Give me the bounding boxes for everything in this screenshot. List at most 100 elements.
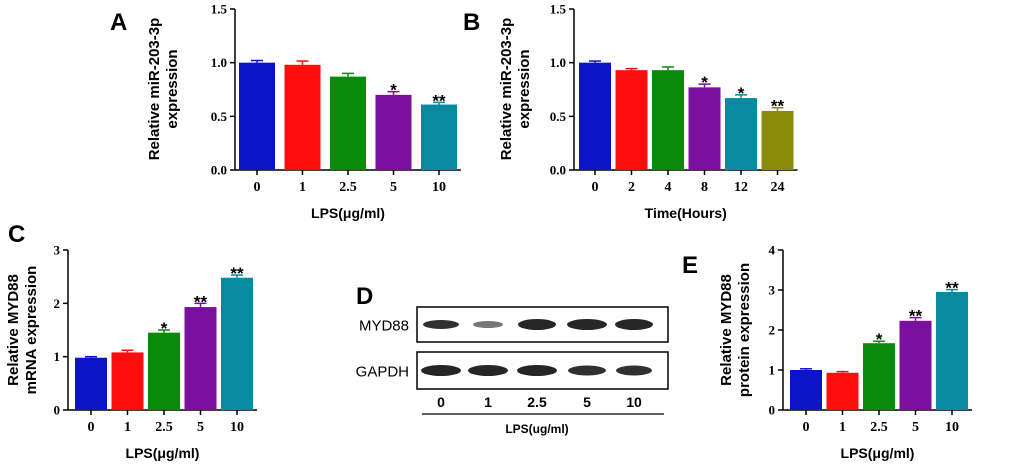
x-tick-label: 8 [701,180,708,195]
bar-2.5 [863,343,895,410]
blot-lane-label: 10 [626,394,642,410]
significance-mark: ** [230,264,244,283]
x-tick-label: 0 [592,180,599,195]
significance-mark: ** [194,292,208,311]
significance-mark: * [390,81,397,100]
panel-label: C [8,221,25,248]
blot-panel-d: D MYD88 GAPDH 0 1 2.5 5 10 LPS(ug/ml) [356,283,669,436]
blot-x-label: LPS(ug/ml) [505,422,568,436]
y-tick-label: 0.5 [211,109,228,124]
y-tick-label: 1 [769,363,776,378]
significance-mark: ** [771,97,785,116]
y-tick-label: 4 [769,243,776,258]
y-tick-label: 3 [769,283,776,298]
x-tick-label: 0 [803,420,810,435]
bar-5 [375,94,412,170]
y-tick-label: 1.5 [550,2,567,17]
x-tick-label: 10 [945,420,959,435]
x-tick-label: 2 [628,180,635,195]
bar-5 [184,307,217,410]
x-tick-label: 2.5 [870,420,888,435]
y-tick-label: 0 [54,403,61,418]
bar-0 [579,62,611,170]
y-tick-label: 1.5 [211,2,228,17]
y-tick-label: 0.0 [211,163,227,178]
blot-lane-label: 1 [484,394,492,410]
y-axis-label: Relative miR-203-3pexpression [146,18,181,161]
y-tick-label: 3 [54,243,61,258]
x-tick-label: 0 [254,180,261,195]
bar-10 [936,292,968,410]
bar-1 [111,352,144,410]
y-tick-label: 0.5 [550,109,567,124]
bar-2.5 [148,332,180,410]
y-axis-label-line: expression [516,49,533,128]
blot-band [615,319,653,330]
bar-0 [239,62,275,170]
panel-label: B [463,9,480,36]
blot-band [518,319,556,330]
bar-1 [284,64,321,170]
y-tick-label: 2 [769,323,776,338]
y-tick-label: 2 [54,296,61,311]
bar-10 [221,277,253,410]
x-axis-label: LPS(μg/ml) [311,205,385,221]
y-axis-label-line: protein expression [736,263,753,397]
significance-mark: * [701,73,708,92]
bar-8 [688,87,721,170]
x-tick-label: 1 [299,180,306,195]
y-axis-label-line: Relative miR-203-3p [146,18,163,161]
panel-label: E [682,252,698,279]
y-axis-label-line: Relative MYD88 [718,274,735,386]
x-tick-label: 1 [124,420,131,435]
x-tick-label: 10 [432,180,446,195]
chart-panel-e: 0 1 2 3 4 0 1 2.5 * 5 ** 10 ** LPS(μg/ml) Relative MYD… [682,243,972,461]
y-tick-label: 0 [769,403,776,418]
blot-band [421,365,461,376]
x-tick-label: 5 [390,180,397,195]
x-tick-label: 4 [665,180,672,195]
x-tick-label: 2.5 [155,420,173,435]
significance-mark: * [161,319,168,338]
significance-mark: ** [909,307,923,326]
x-tick-label: 12 [734,180,748,195]
y-axis-label: Relative miR-203-3pexpression [498,18,533,161]
bar-10 [421,104,457,170]
x-tick-label: 2.5 [339,180,357,195]
bar-24 [761,110,794,170]
x-tick-label: 0 [88,420,95,435]
y-tick-label: 1.0 [550,55,566,70]
significance-mark: * [738,84,745,103]
bar-12 [725,98,757,170]
x-tick-label: 10 [230,420,244,435]
blot-lane-label: 2.5 [527,394,547,410]
x-axis-label: Time(Hours) [645,205,727,221]
chart-panel-a: 0.0 0.5 1.0 1.5 0 1 2.5 5 * 10 ** LPS(μg/ml) Relativ… [110,2,461,221]
panel-label: A [110,9,127,36]
y-axis-label-line: mRNA expression [23,266,40,395]
x-axis-label: LPS(μg/ml) [841,445,915,461]
x-tick-label: 1 [839,420,846,435]
y-tick-label: 0.0 [550,163,566,178]
blot-band [568,365,606,376]
bar-4 [652,70,684,170]
y-tick-label: 1 [54,349,61,364]
x-tick-label: 5 [912,420,919,435]
x-tick-label: 24 [771,180,785,195]
y-axis-label-line: Relative miR-203-3p [498,18,515,161]
blot-lane-label: 5 [583,394,591,410]
panel-label: D [356,283,373,310]
blot-band [567,319,607,330]
bar-0 [790,370,822,410]
bar-1 [826,372,859,410]
y-axis-label-line: expression [164,49,181,128]
significance-mark: ** [432,91,446,110]
blot-band [473,321,503,328]
significance-mark: * [876,330,883,349]
bar-2 [615,70,648,170]
y-axis-label: Relative MYD88protein expression [718,263,753,397]
x-tick-label: 5 [197,420,204,435]
y-axis-label: Relative MYD88mRNA expression [5,266,40,395]
y-tick-label: 1.0 [211,55,227,70]
